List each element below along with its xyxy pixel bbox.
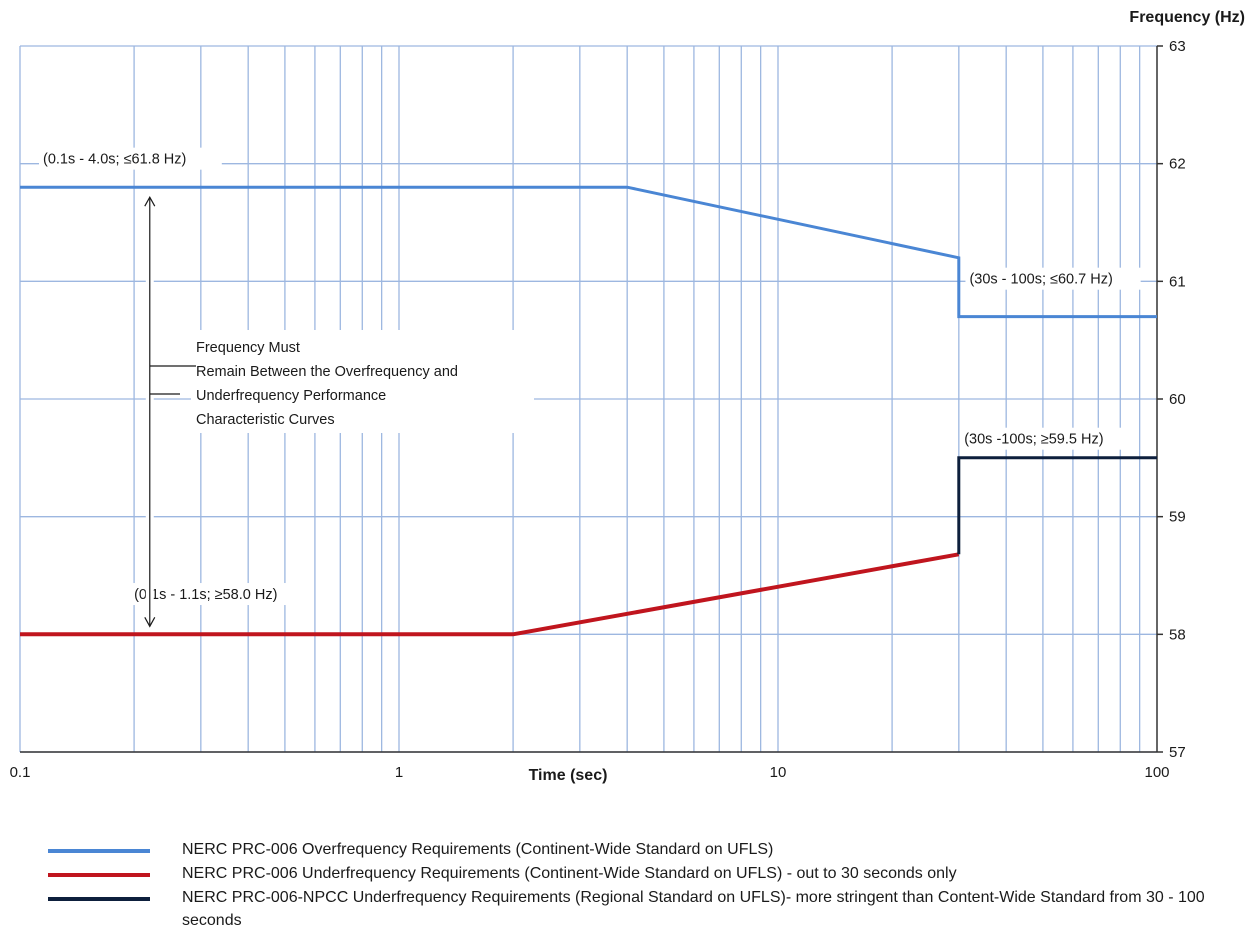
chart-series bbox=[20, 185, 1157, 637]
annotation-background bbox=[965, 267, 1141, 290]
x-tick-label: 100 bbox=[1144, 764, 1169, 781]
legend-item-overfrequency: NERC PRC-006 Overfrequency Requirements … bbox=[48, 838, 1243, 861]
note-line: Remain Between the Overfrequency and bbox=[196, 364, 458, 380]
arrow-head-down bbox=[144, 617, 156, 628]
annotation-label-1: (0.1s - 4.0s; ≤61.8 Hz) bbox=[43, 152, 186, 168]
y-tick-label: 60 bbox=[1169, 391, 1186, 408]
note-line: Underfrequency Performance bbox=[196, 388, 386, 404]
plot-frame bbox=[20, 45, 1163, 753]
note-background bbox=[191, 330, 534, 433]
legend-item-npcc: NERC PRC-006-NPCC Underfrequency Require… bbox=[48, 886, 1243, 932]
series-line-2 bbox=[20, 552, 960, 637]
y-tick-label: 57 bbox=[1169, 744, 1186, 761]
note-line: Frequency Must bbox=[196, 340, 300, 356]
y-axis-title: Frequency (Hz) bbox=[1129, 9, 1245, 26]
legend-swatch-npcc bbox=[48, 897, 150, 901]
legend-label-overfrequency: NERC PRC-006 Overfrequency Requirements … bbox=[182, 841, 774, 858]
annotation-label-4: (0.1s - 1.1s; ≥58.0 Hz) bbox=[134, 587, 277, 603]
y-tick-label: 62 bbox=[1169, 156, 1186, 173]
chart-annotations: (0.1s - 4.0s; ≤61.8 Hz) (30s - 100s; ≤60.… bbox=[39, 147, 1141, 628]
legend-label-underfrequency: NERC PRC-006 Underfrequency Requirements… bbox=[182, 865, 957, 882]
annotation-background bbox=[130, 583, 313, 606]
annotation-background bbox=[39, 147, 222, 170]
series-line-3 bbox=[957, 456, 1157, 555]
arrow-head-up bbox=[144, 195, 156, 207]
x-tick-label: 1 bbox=[395, 764, 403, 781]
y-tick-label: 63 bbox=[1169, 38, 1186, 55]
annotation-background bbox=[960, 427, 1128, 450]
legend-label-npcc: NERC PRC-006-NPCC Underfrequency Require… bbox=[182, 889, 1205, 929]
annotation-label-2: (30s - 100s; ≤60.7 Hz) bbox=[969, 272, 1112, 288]
chart-legend: NERC PRC-006 Overfrequency Requirements … bbox=[48, 838, 1243, 933]
note-line: Characteristic Curves bbox=[196, 412, 335, 428]
series-line-1 bbox=[20, 185, 1157, 319]
legend-swatch-underfrequency bbox=[48, 873, 150, 877]
chart-grid bbox=[19, 45, 1157, 753]
x-tick-label: 10 bbox=[770, 764, 787, 781]
x-tick-label: 0.1 bbox=[10, 764, 31, 781]
y-tick-label: 59 bbox=[1169, 509, 1186, 526]
legend-swatch-overfrequency bbox=[48, 849, 150, 853]
y-tick-label: 61 bbox=[1169, 273, 1186, 290]
annotation-label-3: (30s -100s; ≥59.5 Hz) bbox=[964, 432, 1103, 448]
legend-item-underfrequency: NERC PRC-006 Underfrequency Requirements… bbox=[48, 862, 1243, 885]
y-tick-label: 58 bbox=[1169, 626, 1186, 643]
x-axis-title: Time (sec) bbox=[529, 767, 608, 784]
